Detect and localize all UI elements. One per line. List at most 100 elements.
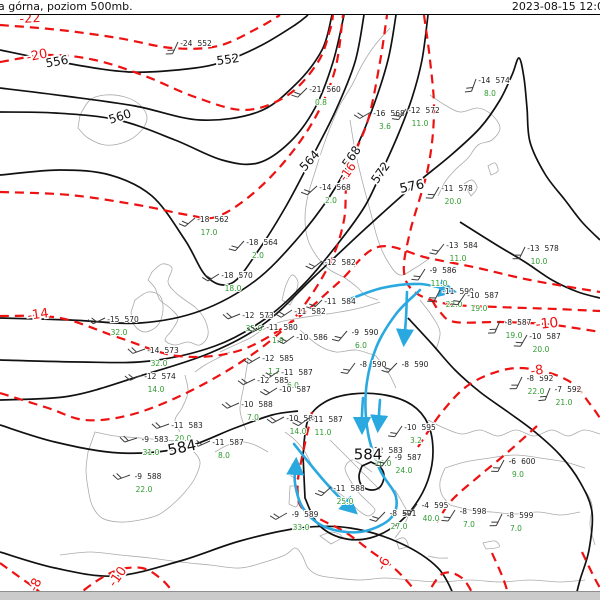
temp-contour-label: -20 [25,46,49,65]
station-plot: -8 591 27.0 [369,508,418,532]
wind-barb-icon [237,378,256,386]
station-temp-height: -9 588 [135,472,162,481]
station-temp-height: -12 574 [144,372,176,381]
coastline [77,94,148,146]
station-green-value: 11.0 [431,279,448,288]
station-temp-height: -13 584 [446,241,478,250]
station-plot: -9 588 22.0 [112,471,163,495]
station-plot: -7 592 21.0 [538,384,583,408]
station-green-value: 40.0 [423,514,440,523]
wind-barb-icon [222,312,241,320]
height-contour-label: 576 [398,177,425,197]
station-temp-height: -18 562 [197,215,229,224]
jet-stream-arrow [343,279,458,303]
station-temp-height: -8 587 [505,318,532,327]
station-temp-height: -10 586 [296,333,328,342]
coastline [419,299,441,351]
station-green-value: 8.0 [218,451,230,460]
wind-barb-icon [353,448,370,460]
station-plot: -12 583 16.0 [353,445,404,469]
station-plot: -8 592 22.0 [509,373,555,397]
wind-barb-icon [87,317,106,325]
station-plot: -11 587 6.0 [262,367,314,391]
station-plot: -14 573 32.0 [127,345,180,369]
station-plot: -11 584 [306,296,357,310]
temp-contour-label: -10 [535,315,559,333]
station-plot: -9 583 31.0 [119,434,170,458]
station-plot: -9 586 11.0 [411,265,458,289]
station-temp-height: -8 591 [390,509,417,518]
station-green-value: 0.8 [315,98,327,107]
station-green-value: 20.0 [445,197,462,206]
station-temp-height: -11 587 [212,438,244,447]
station-temp-height: -11 582 [294,307,326,316]
coastline [395,537,409,550]
station-plot: -4 595 40.0 [402,500,450,524]
station-temp-height: -12 572 [408,106,440,115]
wind-barb-icon [305,260,323,270]
coastline [584,489,596,546]
height-contour-label: 552 [216,51,241,68]
station-plot: -12 572 11.0 [391,105,441,129]
station-plot: -13 578 10.0 [512,243,560,267]
coastline [429,94,501,197]
station-green-value: 20.0 [175,434,192,443]
bottom-strip [0,591,600,600]
station-plot: -12 585 1.7 [242,353,295,377]
station-green-value: 14.0 [290,427,307,436]
wind-barb-icon [242,356,261,364]
station-plot: -15 570 32.0 [87,314,140,338]
jet-stream-arrow [292,442,358,515]
wind-barb-icon [391,108,407,121]
wind-barb-icon [124,374,143,381]
station-green-value: 22.0 [136,485,153,494]
wind-barb-icon [388,425,403,438]
station-plot: -11 582 [275,306,327,318]
wind-barb-icon [151,422,170,429]
station-green-value: 19.0 [471,304,488,313]
station-temp-height: -12 585 [262,354,294,363]
height-contour [0,57,600,401]
station-green-value: 16.0 [375,459,392,468]
coastline [319,531,343,545]
station-green-value: 27.0 [391,522,408,531]
station-green-value: 3.6 [379,122,391,131]
wind-barb-icon [314,486,332,497]
wind-barb-icon [509,376,523,390]
station-temp-height: -8 590 [402,360,429,369]
coastline [261,301,381,331]
height-contour [0,14,365,286]
station-plot: -8 587 19.0 [487,317,533,341]
station-green-value: 22.0 [528,387,545,396]
station-plot: -10 588 7.0 [221,399,274,423]
station-plot: -9 589 33.0 [269,509,320,533]
station-plot: -21 560 0.8 [291,84,342,108]
station-green-value: 1.7 [268,367,280,376]
height-contour [0,14,309,74]
temp-contour [436,425,538,523]
station-temp-height: -10 587 [467,291,499,300]
station-temp-height: -24 552 [180,39,212,48]
station-green-value: 9.0 [512,470,524,479]
temp-contour [0,14,345,220]
wind-barb-icon [192,440,211,447]
station-green-value: 3.2 [410,436,422,445]
station-plot: -11 587 11.0 [292,414,344,438]
stations-layer: -24 552 -21 560 0.8 -16 568 3.6 -12 572 11.0 -14 574… [87,38,583,534]
station-plot: -14 574 8.0 [464,75,511,99]
wind-barb-icon [425,186,440,199]
wind-barb-icon [127,347,146,354]
station-green-value: 14.0 [148,385,165,394]
wind-barb-icon [451,293,466,306]
station-temp-height: -10 587 [529,332,561,341]
station-plot: -10 589 14.0 [266,413,319,437]
height-contour [358,461,385,491]
wind-barb-icon [275,309,293,318]
station-green-value: 32.0 [111,328,128,337]
jet-stream-arrow [286,288,422,534]
map-datetime: 2023-08-15 12:0 [511,0,600,13]
height-contour-label: 556 [44,53,69,71]
station-plot: -11 583 20.0 [151,420,204,444]
temp-contour [0,14,389,422]
station-plot: -13 584 11.0 [429,240,479,264]
